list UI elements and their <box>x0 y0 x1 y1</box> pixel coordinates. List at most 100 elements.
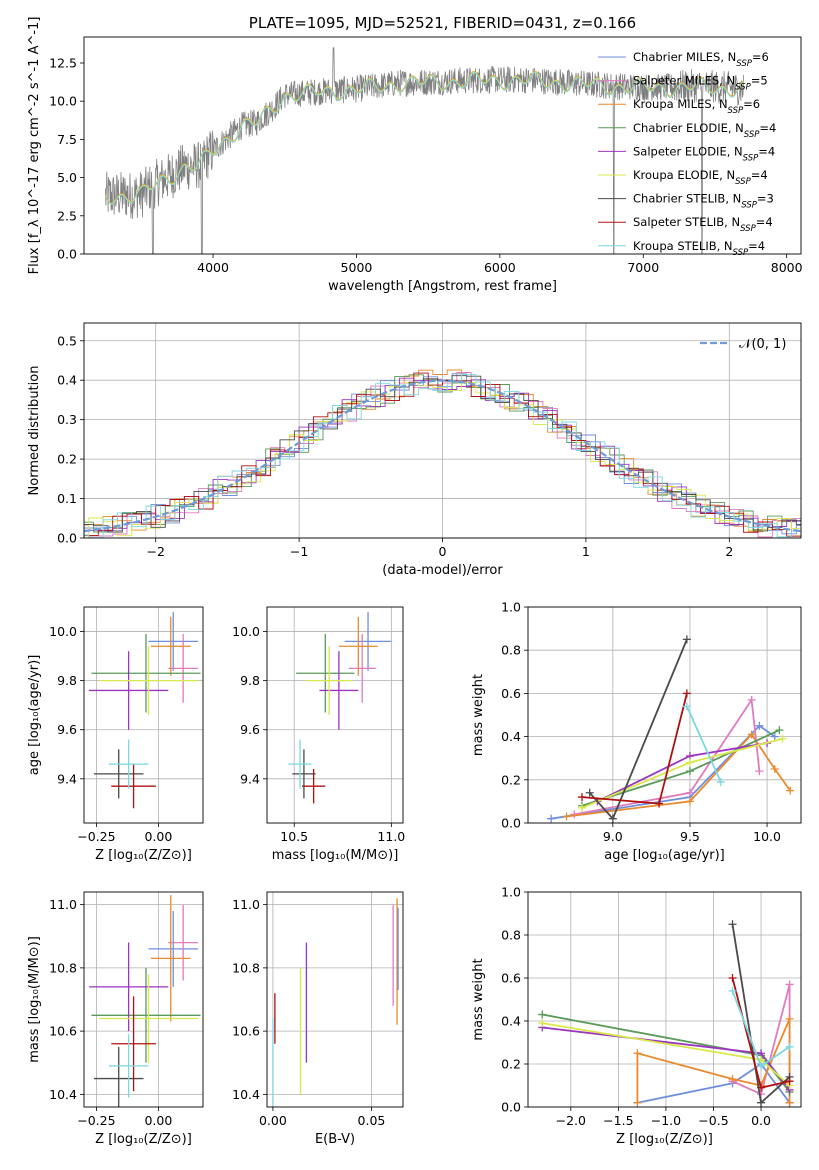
histogram-chabrier_stelib <box>84 375 801 533</box>
y-axis-label: Flux [f_λ 10^-17 erg cm^-2 s^-1 A^-1] <box>27 17 42 275</box>
y-tick-label: 9.8 <box>240 673 260 688</box>
error-bar-kroupa_miles <box>150 616 191 676</box>
y-tick-label: 10.4 <box>49 1087 77 1102</box>
y-tick-label: 10.0 <box>49 94 77 109</box>
plot-area <box>288 611 392 804</box>
series-chabrier_stelib <box>585 635 691 823</box>
x-axis-label: (data-model)/error <box>382 563 503 578</box>
error-bar-kroupa_elodie <box>305 646 353 715</box>
series-marker <box>728 974 737 982</box>
series-line <box>574 697 761 816</box>
error-bar-salpeter_elodie <box>319 651 359 730</box>
plot-area <box>84 369 801 538</box>
y-tick-label: 9.4 <box>57 771 77 786</box>
error-bar-chabrier_elodie <box>91 967 201 1063</box>
series-marker <box>538 1019 547 1028</box>
x-axis-label: mass [log₁₀(M/M⊙)] <box>272 848 399 863</box>
y-tick-label: 7.5 <box>57 132 77 147</box>
gaussian-curve <box>84 379 801 533</box>
series-salpeter_stelib <box>577 689 691 808</box>
y-tick-label: 0.1 <box>57 491 77 506</box>
error-bar-salpeter_elodie <box>88 651 169 730</box>
y-tick-label: 1.0 <box>501 600 521 615</box>
series-chabrier_stelib <box>728 920 794 1107</box>
series-marker <box>770 765 779 773</box>
error-bar-kroupa_elodie <box>98 974 199 1063</box>
y-axis-label: mass weight <box>471 674 486 756</box>
y-tick-label: 10.6 <box>232 1024 260 1039</box>
x-tick-label: 6000 <box>484 260 516 275</box>
legend-label: Salpeter ELODIE, NSSP=4 <box>633 144 775 163</box>
grid <box>528 606 801 824</box>
series-marker <box>785 1042 794 1051</box>
error-bar-kroupa_miles <box>150 895 191 1022</box>
y-axis-label: Normed distribution <box>27 366 42 496</box>
series-marker <box>747 695 756 704</box>
axes-frame <box>83 891 204 1108</box>
series-marker <box>728 1075 737 1084</box>
y-tick-label: 0.4 <box>501 729 521 744</box>
x-axis-label: wavelength [Angstrom, rest frame] <box>328 279 557 294</box>
error-bar-chabrier_miles <box>148 611 199 671</box>
series-marker <box>547 814 556 823</box>
ticks: −2.0 −1.5 −1.0 −0.5 0.0 0.0 0.2 0.4 0.6 0.8 1.0 <box>501 885 771 1129</box>
x-tick-label: 10.5 <box>280 829 308 844</box>
x-tick-label: 8000 <box>771 260 803 275</box>
series-marker <box>785 1098 794 1107</box>
x-axis-label: Z [log₁₀(Z/Z⊙)] <box>616 1132 713 1147</box>
error-bar-kroupa_stelib <box>108 1034 149 1098</box>
error-bar-salpeter_miles <box>168 904 199 981</box>
y-tick-label: 0.3 <box>57 412 77 427</box>
legend-label: Kroupa STELIB, NSSP=4 <box>633 239 765 258</box>
series-marker <box>728 920 737 929</box>
series-marker <box>608 814 617 823</box>
legend-label: Chabrier ELODIE, NSSP=4 <box>633 121 776 140</box>
series-marker <box>682 689 691 698</box>
series-marker <box>655 799 664 808</box>
y-tick-label: 10.6 <box>49 1024 77 1039</box>
axes-frame <box>527 606 802 824</box>
series-marker <box>538 1010 547 1019</box>
series-marker <box>682 702 691 711</box>
series-marker <box>786 786 795 795</box>
series-marker <box>633 1098 642 1107</box>
y-tick-label: 9.8 <box>57 673 77 688</box>
model-line-kroupa_stelib <box>105 72 744 205</box>
series-line <box>589 639 688 821</box>
series-kroupa_elodie <box>577 734 787 812</box>
error-bar-salpeter_stelib <box>111 996 156 1092</box>
error-bar-kroupa_miles <box>338 616 378 676</box>
y-tick-label: 5.0 <box>57 170 77 185</box>
x-tick-label: 1 <box>582 544 590 559</box>
series-marker <box>585 788 594 797</box>
x-tick-label: 0.00 <box>144 1113 172 1128</box>
series-marker <box>716 777 725 786</box>
grid <box>267 607 403 823</box>
plot-area <box>105 47 744 254</box>
series-line <box>581 693 688 805</box>
x-tick-label: 4000 <box>197 260 229 275</box>
y-tick-label: 0.0 <box>501 1100 521 1115</box>
legend-label: Chabrier STELIB, NSSP=3 <box>633 192 774 211</box>
axes-frame <box>527 891 802 1108</box>
series-marker <box>778 734 787 743</box>
error-bar-kroupa_stelib <box>288 739 312 789</box>
series-marker <box>785 980 794 989</box>
series-line <box>550 724 776 820</box>
axes-frame <box>83 36 802 255</box>
series-marker <box>770 732 779 741</box>
grid <box>84 607 203 823</box>
panel-weight_vs_age: 9.0 9.5 10.0 0.0 0.2 0.4 0.6 0.8 1.0 age [log₁₀(a… <box>471 600 802 863</box>
y-tick-label: 0.8 <box>501 928 521 943</box>
series-marker <box>682 635 691 644</box>
series-marker <box>757 1083 766 1092</box>
legend-label: Salpeter MILES, NSSP=5 <box>633 74 768 93</box>
ticks: 10.5 11.0 9.4 9.6 9.8 10.0 <box>232 624 405 844</box>
series-marker <box>577 793 586 802</box>
panel-mass_vs_Z: −0.25 0.00 10.4 10.6 10.8 11.0 Z [log₁₀(Z/Z⊙)]… <box>27 891 204 1147</box>
x-tick-label: −2 <box>146 544 164 559</box>
legend-label: Chabrier MILES, NSSP=6 <box>633 50 769 69</box>
y-tick-label: 0.0 <box>57 531 77 546</box>
y-tick-label: 0.0 <box>501 816 521 831</box>
x-axis-label: age [log₁₀(age/yr)] <box>604 848 725 863</box>
